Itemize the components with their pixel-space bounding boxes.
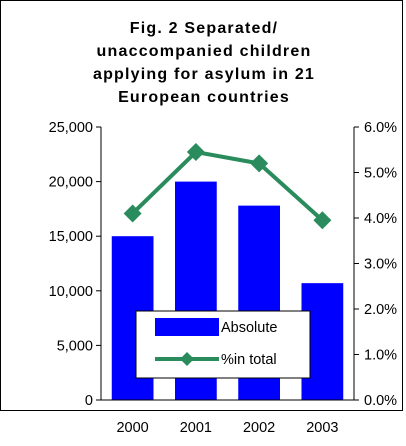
y-right-tick-label: 0.0% — [364, 393, 397, 409]
y-right-tick-label: 3.0% — [364, 257, 397, 273]
chart-title-line-2: unaccompanied children — [97, 43, 312, 60]
y-left-tick-label: 5,000 — [57, 338, 93, 354]
point-percent-2000 — [123, 204, 142, 223]
y-left-tick-label: 10,000 — [49, 284, 93, 300]
legend-label-absolute: Absolute — [221, 320, 277, 336]
y-right-tick-label: 6.0% — [364, 120, 397, 136]
y-left-tick-label: 15,000 — [49, 229, 93, 245]
line-series-percent — [131, 149, 324, 222]
x-tick-label: 2003 — [306, 420, 338, 436]
y-left-tick-label: 0 — [85, 393, 93, 409]
y-right-tick-label: 4.0% — [364, 211, 397, 227]
chart-title-line-4: European countries — [118, 89, 290, 106]
point-percent-2001 — [186, 143, 205, 162]
y-right-tick-label: 5.0% — [364, 166, 397, 182]
x-tick-label: 2002 — [243, 420, 275, 436]
point-percent-2003 — [313, 211, 332, 230]
y-left-tick-label: 25,000 — [49, 120, 93, 136]
x-tick-label: 2001 — [180, 420, 212, 436]
chart-title: Fig. 2 Separated/ unaccompanied children… — [93, 20, 315, 106]
chart-title-line-1: Fig. 2 Separated/ — [130, 20, 278, 37]
point-percent-2002 — [250, 154, 269, 173]
y-right-tick-label: 1.0% — [364, 348, 397, 364]
legend-label-percent: %in total — [221, 352, 277, 368]
y-right-tick-label: 2.0% — [364, 302, 397, 318]
x-tick-label: 2000 — [116, 420, 148, 436]
y-left-tick-label: 20,000 — [49, 175, 93, 191]
legend-swatch-absolute — [155, 318, 219, 336]
legend-swatch-percent-marker — [180, 352, 194, 366]
chart-title-line-3: applying for asylum in 21 — [93, 66, 315, 83]
legend: Absolute %in total — [135, 310, 311, 379]
